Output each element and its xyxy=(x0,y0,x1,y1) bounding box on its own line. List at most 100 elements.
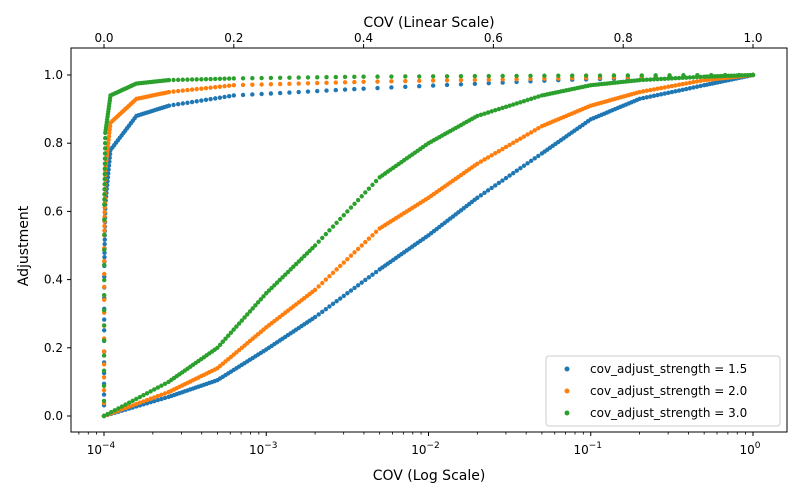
data-point xyxy=(637,96,642,102)
data-point xyxy=(361,79,366,85)
tick-base: 10 xyxy=(87,443,102,457)
data-point xyxy=(611,73,617,78)
data-point xyxy=(536,153,541,159)
data-point xyxy=(511,102,516,107)
data-point xyxy=(651,93,657,99)
data-point xyxy=(101,353,107,358)
data-point xyxy=(264,291,269,296)
data-point xyxy=(296,75,301,80)
data-point xyxy=(341,212,346,218)
data-point xyxy=(152,395,157,400)
data-point xyxy=(102,247,107,253)
data-point xyxy=(389,85,394,90)
data-point xyxy=(240,82,246,88)
data-point xyxy=(102,284,107,290)
data-point xyxy=(673,83,678,88)
data-point xyxy=(141,399,146,404)
data-point xyxy=(485,110,491,115)
data-point xyxy=(305,81,311,86)
data-point xyxy=(259,75,264,81)
data-point xyxy=(417,78,422,84)
data-point xyxy=(644,88,649,93)
data-point xyxy=(691,79,696,85)
data-point xyxy=(266,288,272,293)
data-point xyxy=(352,201,357,207)
data-point xyxy=(375,74,380,79)
data-point xyxy=(403,78,408,84)
data-point xyxy=(345,256,350,262)
data-point xyxy=(475,161,480,166)
legend-label-2: cov_adjust_strength = 2.0 xyxy=(590,384,747,398)
x-bottom-tick-label: 10−4 xyxy=(87,441,116,457)
data-point xyxy=(338,216,343,222)
x-top-tick-label: 0.6 xyxy=(484,31,503,45)
data-point xyxy=(486,77,491,82)
data-point xyxy=(208,96,213,102)
data-point xyxy=(234,324,239,329)
data-point xyxy=(359,243,364,248)
data-point xyxy=(231,93,236,98)
data-point xyxy=(101,375,107,380)
data-point xyxy=(444,82,450,88)
data-point xyxy=(341,293,346,299)
data-point xyxy=(285,269,291,275)
data-point xyxy=(101,308,107,313)
data-point xyxy=(430,78,436,83)
data-point xyxy=(662,85,667,90)
data-point xyxy=(525,161,530,166)
data-point xyxy=(274,280,280,285)
data-point xyxy=(180,77,186,82)
data-point xyxy=(482,111,487,116)
data-point xyxy=(291,264,296,269)
data-point xyxy=(208,85,213,90)
data-point xyxy=(482,190,487,196)
data-point xyxy=(106,134,112,139)
data-point xyxy=(475,113,480,119)
data-point xyxy=(287,90,292,95)
data-point xyxy=(108,410,114,415)
data-point xyxy=(363,190,368,195)
data-point xyxy=(236,321,242,326)
data-point xyxy=(333,87,338,93)
data-point xyxy=(194,99,199,104)
data-point xyxy=(637,89,642,95)
data-point xyxy=(489,185,494,191)
data-point xyxy=(430,74,436,79)
data-point xyxy=(296,259,302,264)
data-point xyxy=(272,283,277,288)
data-point xyxy=(521,98,527,104)
data-point xyxy=(669,89,675,95)
x-bottom-tick-label: 100 xyxy=(739,441,760,457)
data-point xyxy=(277,277,283,283)
data-point xyxy=(123,402,128,407)
data-point xyxy=(570,73,575,78)
data-point xyxy=(107,127,112,132)
data-point xyxy=(102,202,107,207)
data-point xyxy=(532,156,537,161)
data-point xyxy=(203,85,209,91)
data-point xyxy=(507,173,512,178)
data-point xyxy=(503,144,509,150)
data-point xyxy=(345,209,350,214)
tick-exponent: −4 xyxy=(102,441,116,451)
data-point xyxy=(101,387,107,393)
data-point xyxy=(171,77,176,83)
data-point xyxy=(101,323,107,328)
data-point xyxy=(667,73,672,78)
tick-layer: 0.00.20.40.60.81.00.0 0.2 0.4 0.6 0.8 1.010−4… xyxy=(44,31,763,457)
data-point xyxy=(500,178,505,183)
data-point xyxy=(106,141,111,146)
x-bottom-tick-label: 10−1 xyxy=(573,441,602,457)
data-point xyxy=(194,77,199,82)
data-point xyxy=(250,75,255,81)
data-point xyxy=(144,397,150,403)
data-point xyxy=(528,130,534,135)
data-point xyxy=(500,73,505,79)
data-point xyxy=(208,76,213,82)
tick-base: 10 xyxy=(573,443,588,457)
data-point xyxy=(687,75,693,80)
data-point xyxy=(375,85,380,91)
data-point xyxy=(102,151,108,156)
data-point xyxy=(694,79,700,84)
data-point xyxy=(277,75,283,81)
